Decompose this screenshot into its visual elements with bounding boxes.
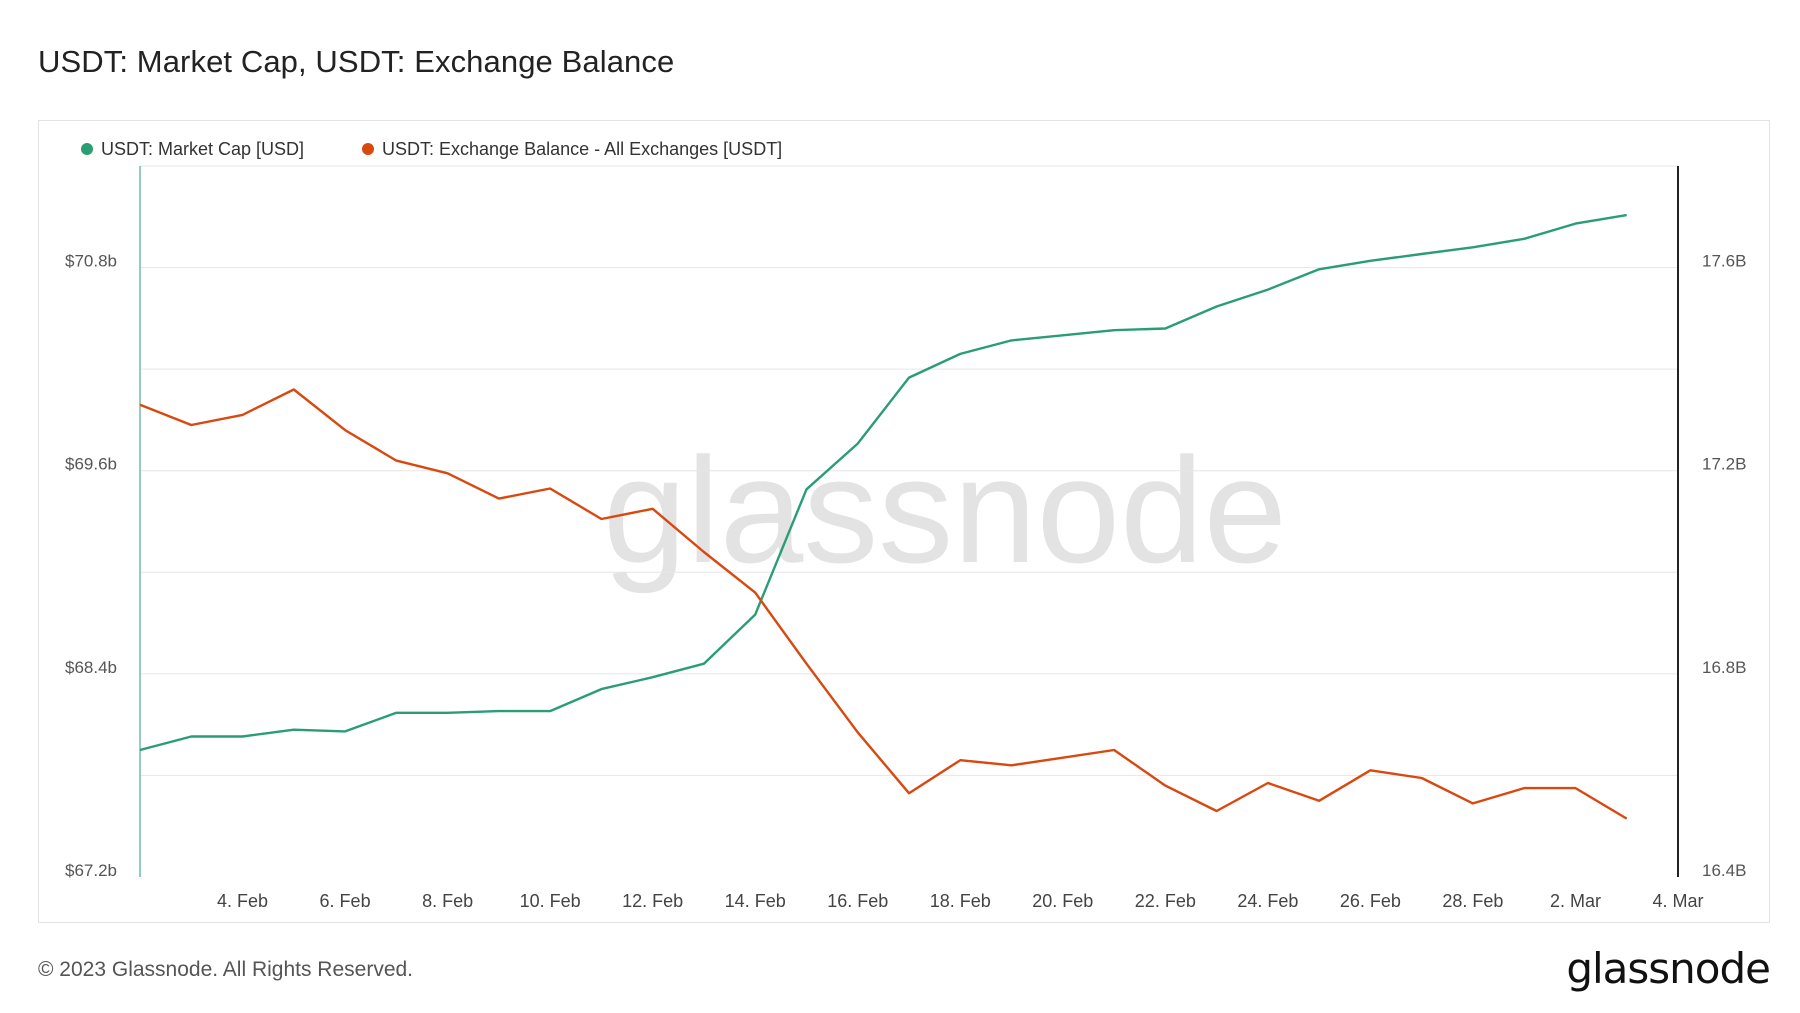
x-tick-label: 6. Feb: [320, 891, 371, 911]
legend-label: USDT: Exchange Balance - All Exchanges […: [382, 139, 782, 159]
chart-title: USDT: Market Cap, USDT: Exchange Balance: [38, 44, 675, 79]
y-left-tick-label: $67.2b: [65, 861, 117, 880]
x-tick-label: 20. Feb: [1032, 891, 1093, 911]
x-tick-label: 4. Mar: [1652, 891, 1703, 911]
series-lines: [139, 213, 1628, 820]
footer-copyright: © 2023 Glassnode. All Rights Reserved.: [38, 958, 414, 981]
y-left-tick-label: $69.6b: [65, 455, 117, 474]
legend-label: USDT: Market Cap [USD]: [101, 139, 304, 159]
x-tick-label: 14. Feb: [725, 891, 786, 911]
glassnode-logo[interactable]: glassnode: [1566, 944, 1771, 993]
y-left-tick-label: $70.8b: [65, 252, 117, 271]
y-right-tick-label: 16.8B: [1702, 658, 1746, 677]
exchange-balance-line: [139, 388, 1628, 820]
chart-frame: [38, 120, 1770, 923]
x-tick-label: 12. Feb: [622, 891, 683, 911]
y-right-tick-label: 17.2B: [1702, 455, 1746, 474]
x-tick-label: 10. Feb: [520, 891, 581, 911]
market-cap-line: [139, 213, 1627, 752]
x-tick-label: 24. Feb: [1237, 891, 1298, 911]
x-tick-label: 16. Feb: [827, 891, 888, 911]
watermark: glassnode: [603, 426, 1287, 594]
legend-marker: [362, 143, 374, 155]
y-right-tick-label: 17.6B: [1702, 252, 1746, 271]
x-tick-label: 22. Feb: [1135, 891, 1196, 911]
x-tick-label: 4. Feb: [217, 891, 268, 911]
x-tick-label: 8. Feb: [422, 891, 473, 911]
x-tick-label: 26. Feb: [1340, 891, 1401, 911]
legend-marker: [81, 143, 93, 155]
axes: $67.2b $68.4b $69.6b $70.8b 16.4B 16.8B 17.2B 1…: [65, 166, 1746, 911]
legend: USDT: Market Cap [USD] USDT: Exchange Bal…: [81, 139, 782, 159]
x-tick-label: 28. Feb: [1442, 891, 1503, 911]
x-tick-label: 18. Feb: [930, 891, 991, 911]
y-right-tick-label: 16.4B: [1702, 861, 1746, 880]
y-left-tick-label: $68.4b: [65, 658, 117, 677]
gridlines: [140, 165, 1678, 776]
x-tick-label: 2. Mar: [1550, 891, 1601, 911]
